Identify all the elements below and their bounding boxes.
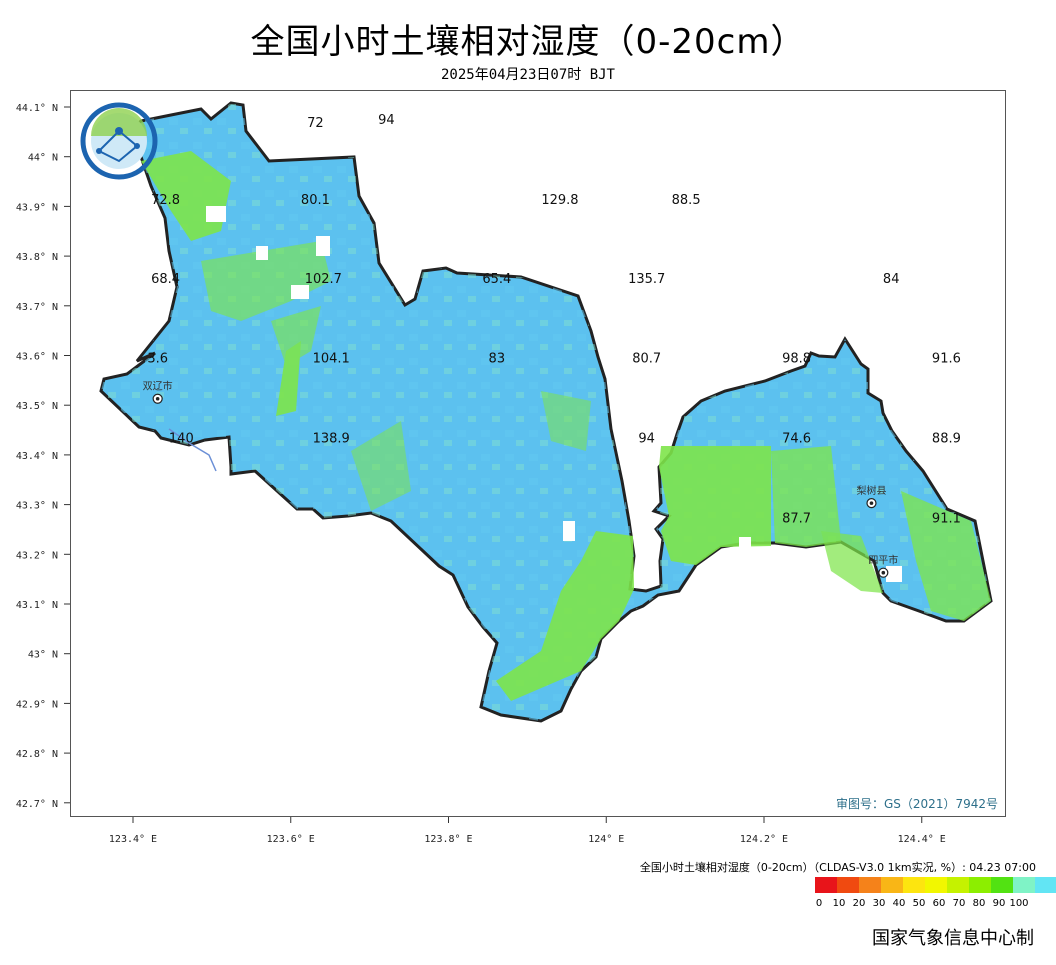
legend-tick-label: 50 [912,898,926,909]
legend-swatch [1035,877,1056,893]
lat-tick-label: 42.9° N [16,699,58,710]
map-subtitle: 2025年04月23日07时 BJT [440,67,615,83]
legend-tick-label: 20 [852,898,866,909]
city-dot-center [869,501,874,505]
map-frame: 72 94 72.8 80.1 129.8 88.5 68.4 102.7 65.4 135.7 8… [70,90,1006,817]
moisture-value-label: 94 [638,432,655,447]
lon-tick-label: 123.6° E [267,834,315,845]
city-marker: 四平市 [868,554,898,578]
lat-tick-label: 43.7° N [16,302,58,313]
moisture-value-label: 87.7 [782,512,811,527]
moisture-value-label: 80.1 [301,193,330,208]
lon-tick-label: 123.8° E [424,834,472,845]
region-shape [99,101,993,723]
city-name-label: 双辽市 [143,380,173,393]
moisture-value-label: 83 [489,351,506,366]
legend-tick-label: 10 [832,898,846,909]
moisture-value-label: 129.8 [541,193,578,208]
no-data-blocks [206,206,902,582]
moisture-value-label: 102.7 [305,272,342,287]
lon-tick-label: 124.2° E [740,834,788,845]
moisture-value-label: 72 [307,116,324,131]
legend-tick-label: 30 [872,898,886,909]
moisture-value-label: 91.6 [932,351,961,366]
city-name-label: 梨树县 [856,484,886,497]
legend-swatch [991,877,1013,893]
moisture-value-label: 88.9 [932,432,961,447]
lat-tick-label: 43.6° N [16,352,58,363]
river [168,428,217,472]
moisture-value-label: 84 [883,272,900,287]
city-name-label: 四平市 [868,554,898,567]
legend-tick-label: 70 [952,898,966,909]
legend-tick-label: 60 [932,898,946,909]
lat-tick-label: 44.1° N [16,103,58,114]
legend-swatch [859,877,881,893]
map-approval-number: 审图号：GS（2021）7942号 [836,797,998,811]
lon-tick-label: 124° E [588,834,624,845]
moisture-value-label: 104.1 [313,351,350,366]
moisture-value-label: 72.8 [151,193,180,208]
lon-tick-label: 124.4° E [898,834,946,845]
legend-swatch [925,877,947,893]
legend-swatch [969,877,991,893]
lat-tick-label: 42.8° N [16,749,58,760]
legend-swatch [881,877,903,893]
map-title: 全国小时土壤相对湿度（0-20cm） [250,22,806,62]
legend-swatch [837,877,859,893]
legend-title: 全国小时土壤相对湿度（0-20cm）（CLDAS-V3.0 1km实况, %）:… [639,861,1036,874]
moisture-value-label: 98.8 [782,351,811,366]
green-patches [141,151,991,701]
city-marker: 梨树县 [856,484,886,509]
lon-tick-label: 123.4° E [109,834,157,845]
lat-tick-label: 43.9° N [16,202,58,213]
moisture-value-label: 68.4 [151,272,180,287]
moisture-value-label: 140 [169,432,194,447]
lat-tick-label: 43.5° N [16,401,58,412]
moisture-value-label: 91.1 [932,512,961,527]
map-canvas: 72 94 72.8 80.1 129.8 88.5 68.4 102.7 65.4 135.7 8… [80,101,993,723]
moisture-value-label: 74.6 [782,432,811,447]
moisture-value-label: 138.9 [313,432,350,447]
lat-tick-label: 43° N [28,650,58,661]
city-dot-center [155,396,160,401]
moisture-value-label: 94 [378,113,395,128]
legend-tick-label: 90 [992,898,1006,909]
moisture-value-label: 88.5 [672,193,701,208]
lat-tick-label: 44° N [28,153,58,164]
legend-swatch [1013,877,1035,893]
moisture-value-label: 65.4 [482,272,511,287]
lat-tick-label: 43.3° N [16,501,58,512]
legend-tick-label: 100 [1009,898,1029,909]
lat-tick-label: 43.2° N [16,550,58,561]
lat-tick-label: 43.4° N [16,451,58,462]
legend-tick-label: 40 [892,898,906,909]
legend-color-bar [815,877,1056,893]
lat-tick-label: 42.7° N [16,799,58,810]
value-labels: 72 94 72.8 80.1 129.8 88.5 68.4 102.7 65.4 135.7 8… [147,113,961,527]
legend-swatch [947,877,969,893]
legend-swatch [903,877,925,893]
lat-tick-label: 43.8° N [16,252,58,263]
moisture-value-label: 80.7 [632,351,661,366]
legend-tick-label: 0 [815,898,823,909]
moisture-value-label: 3.6 [147,351,168,366]
moisture-value-label: 135.7 [628,272,665,287]
legend-swatch [815,877,837,893]
agency-logo-icon [80,102,158,180]
legend-tick-label: 80 [972,898,986,909]
city-dot-center [881,570,886,575]
lat-tick-label: 43.1° N [16,600,58,611]
city-markers: 双辽市梨树县四平市伊通满族自治县 [143,380,898,578]
producer-credit: 国家气象信息中心制 [872,928,1034,949]
city-marker: 双辽市 [143,380,173,404]
